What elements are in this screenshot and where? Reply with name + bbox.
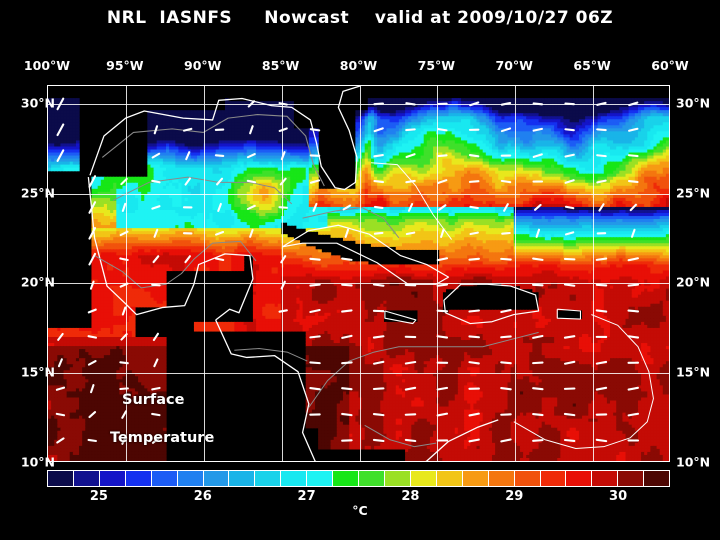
- colorbar-segment: [618, 471, 645, 486]
- colorbar-tick-label: 30: [609, 489, 628, 504]
- colorbar-segment: [229, 471, 256, 486]
- latitude-gridline: [48, 193, 669, 195]
- colorbar-segment: [488, 471, 515, 486]
- current-vectors: [55, 97, 640, 445]
- y-axis-label-left: 20°N: [20, 274, 55, 290]
- colorbar-segment: [514, 471, 541, 486]
- y-axis-label-left: 10°N: [20, 454, 55, 470]
- longitude-gridline: [515, 86, 517, 461]
- colorbar-segment: [73, 471, 100, 486]
- x-axis-label: 60°W: [651, 58, 689, 73]
- colorbar-segment: [203, 471, 230, 486]
- x-axis-label: 95°W: [106, 58, 144, 73]
- y-axis-label-right: 20°N: [676, 274, 711, 290]
- colorbar-tick-label: 28: [401, 489, 420, 504]
- overlay-label-line1: Surface: [122, 392, 185, 408]
- colorbar-segment: [540, 471, 567, 486]
- colorbar-segment: [281, 471, 308, 486]
- sst-contour-bands: [48, 98, 669, 461]
- colorbar-segment: [436, 471, 463, 486]
- colorbar-tick-label: 25: [89, 489, 108, 504]
- longitude-gridline: [359, 86, 361, 461]
- longitude-gridline: [125, 86, 127, 461]
- latitude-gridline: [48, 373, 669, 375]
- y-axis-label-left: 25°N: [20, 185, 55, 201]
- longitude-gridline: [437, 86, 439, 461]
- colorbar-segment: [410, 471, 437, 486]
- colorbar[interactable]: [47, 470, 670, 487]
- colorbar-tick-label: 27: [297, 489, 316, 504]
- map-plot-area[interactable]: [47, 85, 670, 462]
- colorbar-segment: [307, 471, 334, 486]
- colorbar-segment: [333, 471, 360, 486]
- y-axis-label-left: 15°N: [20, 364, 55, 380]
- latitude-gridline: [48, 283, 669, 285]
- colorbar-unit-label: °C: [352, 503, 368, 518]
- colorbar-segment: [255, 471, 282, 486]
- figure-title: NRL IASNFS Nowcast valid at 2009/10/27 0…: [106, 8, 614, 28]
- x-axis-label: 75°W: [417, 58, 456, 73]
- y-axis-label-right: 15°N: [676, 364, 711, 380]
- y-axis-label-right: 30°N: [676, 95, 711, 111]
- longitude-gridline: [593, 86, 595, 461]
- x-axis-label: 85°W: [261, 58, 300, 73]
- colorbar-segment: [644, 471, 670, 486]
- colorbar-tick-label: 26: [193, 489, 212, 504]
- colorbar-segment: [177, 471, 204, 486]
- colorbar-segment: [566, 471, 593, 486]
- colorbar-segment: [592, 471, 619, 486]
- y-axis-label-left: 30°N: [20, 95, 55, 111]
- sst-field: [48, 86, 669, 461]
- colorbar-segment: [384, 471, 411, 486]
- colorbar-segment: [462, 471, 489, 486]
- x-axis-label: 65°W: [573, 58, 611, 73]
- x-axis-label: 70°W: [495, 58, 533, 73]
- colorbar-tick-label: 29: [505, 489, 524, 504]
- colorbar-segment: [48, 471, 74, 486]
- colorbar-segment: [151, 471, 178, 486]
- overlay-label-line2: Temperature: [110, 430, 215, 446]
- colorbar-segment: [125, 471, 152, 486]
- colorbar-segment: [359, 471, 385, 486]
- y-axis-label-right: 10°N: [676, 454, 711, 470]
- longitude-gridline: [203, 86, 205, 461]
- longitude-gridline: [281, 86, 283, 461]
- x-axis-label: 80°W: [339, 58, 378, 73]
- y-axis-label-right: 25°N: [676, 185, 711, 201]
- latitude-gridline: [48, 103, 669, 105]
- x-axis-label: 100°W: [23, 58, 71, 73]
- colorbar-segment: [99, 471, 126, 486]
- x-axis-label: 90°W: [184, 58, 222, 73]
